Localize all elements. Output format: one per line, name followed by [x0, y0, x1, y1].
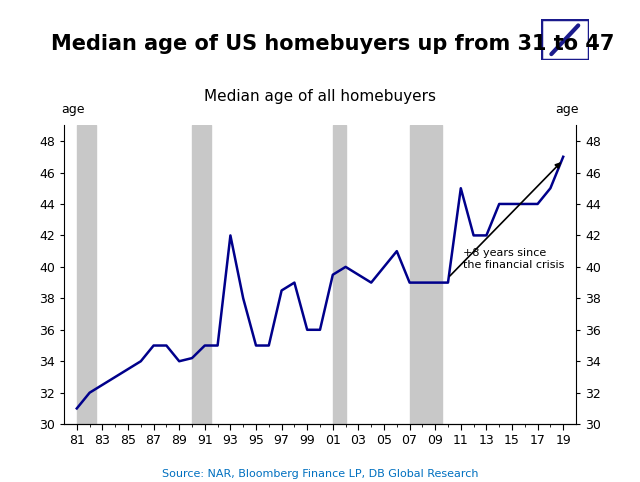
Bar	[192, 125, 211, 424]
Text: Median age of US homebuyers up from 31 to 47: Median age of US homebuyers up from 31 t…	[51, 34, 614, 54]
Text: +8 years since
the financial crisis: +8 years since the financial crisis	[463, 248, 564, 270]
Bar	[410, 125, 442, 424]
Text: Median age of all homebuyers: Median age of all homebuyers	[204, 89, 436, 104]
FancyBboxPatch shape	[541, 19, 589, 60]
Text: Source: NAR, Bloomberg Finance LP, DB Global Research: Source: NAR, Bloomberg Finance LP, DB Gl…	[162, 469, 478, 479]
Text: age: age	[61, 103, 85, 116]
Bar	[333, 125, 346, 424]
Text: age: age	[555, 103, 579, 116]
Bar	[77, 125, 96, 424]
